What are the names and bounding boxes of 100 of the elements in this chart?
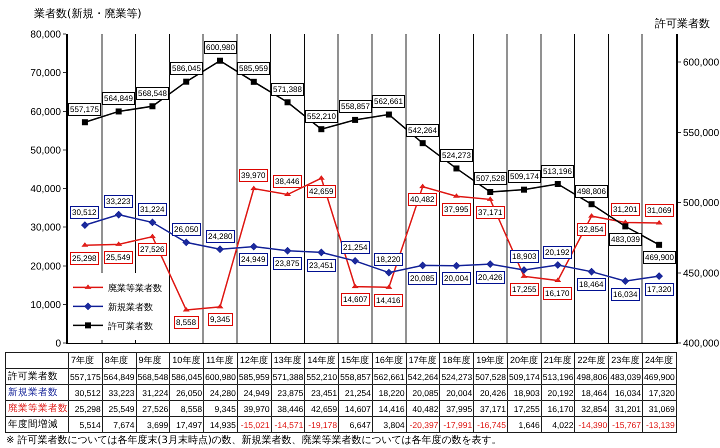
point bbox=[351, 257, 360, 265]
text: 564,849 bbox=[104, 94, 133, 103]
data-label: 585,959 bbox=[237, 368, 272, 384]
point bbox=[250, 78, 257, 85]
y-tick-label: 40,000 bbox=[30, 184, 62, 195]
x-tick-label: 8年度 bbox=[102, 352, 136, 368]
point bbox=[588, 268, 596, 276]
data-label: 564,849 bbox=[102, 368, 136, 384]
point bbox=[588, 201, 595, 208]
legend-label: 年度間増減 bbox=[6, 416, 68, 432]
data-label: 5,514 bbox=[68, 416, 102, 432]
text: 20,192 bbox=[545, 248, 570, 257]
text: 552,210 bbox=[307, 112, 336, 121]
data-label: 14,416 bbox=[372, 400, 406, 416]
data-label: 33,223 bbox=[102, 384, 136, 400]
x-tick-label: 20年度 bbox=[507, 352, 542, 368]
data-label: 16,170 bbox=[541, 400, 575, 416]
y2-tick-label: 400,000 bbox=[683, 338, 720, 350]
data-label: 20,004 bbox=[440, 384, 474, 400]
point bbox=[114, 210, 123, 219]
text: ※ 許可業者数については各年度末(3月末時点)の数、新規業者数、廃業等業者数については各年度の数を表す。 bbox=[6, 434, 502, 447]
data-label: 25,298 bbox=[68, 400, 102, 416]
y-tick-label: 80,000 bbox=[30, 30, 62, 40]
y2-axis-title: 許可業者数 bbox=[655, 17, 710, 30]
text: 17,320 bbox=[647, 285, 672, 294]
x-tick-label: 13年度 bbox=[271, 352, 305, 368]
data-label: 507,528 bbox=[474, 368, 508, 384]
text: 40,482 bbox=[410, 195, 434, 204]
data-label: 31,224 bbox=[136, 384, 170, 400]
text: 507,528 bbox=[476, 174, 505, 183]
data-label: 17,320 bbox=[642, 384, 676, 400]
x-tick-label: 17年度 bbox=[406, 352, 440, 368]
data-label: -14,390 bbox=[574, 416, 609, 432]
text: 31,224 bbox=[140, 205, 164, 214]
data-label: 38,446 bbox=[271, 400, 305, 416]
data-label: -16,745 bbox=[474, 416, 508, 432]
x-tick-label: 15年度 bbox=[338, 352, 372, 368]
y-tick-label: 60,000 bbox=[30, 106, 62, 118]
point bbox=[452, 262, 460, 270]
y-axis-title: 業者数(新規・廃業等) bbox=[34, 7, 142, 20]
data-label: -15,767 bbox=[608, 416, 643, 432]
y-tick-label: 10,000 bbox=[30, 300, 62, 311]
text: 513,196 bbox=[543, 167, 572, 176]
point bbox=[554, 181, 561, 188]
data-label: 20,426 bbox=[474, 384, 508, 400]
text: 562,661 bbox=[374, 97, 403, 106]
text: 16,034 bbox=[613, 290, 638, 299]
data-label: 24,280 bbox=[204, 384, 238, 400]
text: 21,254 bbox=[343, 243, 368, 252]
data-label: 32,854 bbox=[574, 400, 609, 416]
point bbox=[250, 242, 258, 251]
point bbox=[82, 119, 88, 126]
data-label: 483,039 bbox=[608, 368, 643, 384]
data-label: 568,548 bbox=[136, 368, 170, 384]
data-label: 469,900 bbox=[642, 368, 676, 384]
point bbox=[453, 165, 460, 172]
text: 483,039 bbox=[611, 235, 640, 244]
x-tick-label: 23年度 bbox=[608, 352, 643, 368]
text: 600,980 bbox=[206, 43, 235, 52]
data-label: 18,220 bbox=[372, 384, 406, 400]
text: 571,388 bbox=[273, 85, 302, 94]
point bbox=[352, 116, 358, 123]
data-label: 524,273 bbox=[440, 368, 474, 384]
point bbox=[317, 248, 326, 256]
data-label: 552,210 bbox=[304, 368, 339, 384]
data-label: 14,935 bbox=[204, 416, 238, 432]
data-label: 558,857 bbox=[338, 368, 372, 384]
text: 39,970 bbox=[241, 171, 266, 180]
text: 14,416 bbox=[376, 296, 400, 305]
data-label: 14,607 bbox=[338, 400, 372, 416]
y-tick-label: 50,000 bbox=[30, 145, 62, 156]
data-label: 3,699 bbox=[136, 416, 170, 432]
text: 558,857 bbox=[341, 102, 370, 111]
data-label: -15,021 bbox=[237, 416, 272, 432]
data-label: 509,174 bbox=[507, 368, 542, 384]
data-label: 24,949 bbox=[237, 384, 272, 400]
data-label: 31,201 bbox=[608, 400, 643, 416]
data-label: 571,388 bbox=[271, 368, 305, 384]
data-label: 37,171 bbox=[474, 400, 508, 416]
x-tick-label: 22年度 bbox=[574, 352, 609, 368]
text: 新規業者数 bbox=[8, 387, 58, 398]
point bbox=[554, 261, 562, 269]
text: 20,004 bbox=[444, 274, 468, 283]
point bbox=[520, 266, 528, 274]
x-tick-label: 19年度 bbox=[474, 352, 508, 368]
point bbox=[116, 108, 122, 114]
text: 許可業者数 bbox=[8, 371, 58, 382]
text: 9,345 bbox=[210, 315, 230, 324]
data-label: 557,175 bbox=[68, 368, 102, 384]
x-tick-label: 7年度 bbox=[68, 352, 102, 368]
point bbox=[418, 262, 427, 270]
data-label: 40,482 bbox=[406, 400, 440, 416]
point bbox=[486, 260, 494, 268]
text: 42,659 bbox=[309, 187, 334, 196]
data-label: 31,069 bbox=[642, 400, 676, 416]
text: 廃業等業者数 bbox=[8, 403, 68, 414]
x-tick-label: 10年度 bbox=[170, 352, 204, 368]
data-label: 21,254 bbox=[338, 384, 372, 400]
text: 509,174 bbox=[510, 172, 539, 181]
data-label: 39,970 bbox=[237, 400, 272, 416]
